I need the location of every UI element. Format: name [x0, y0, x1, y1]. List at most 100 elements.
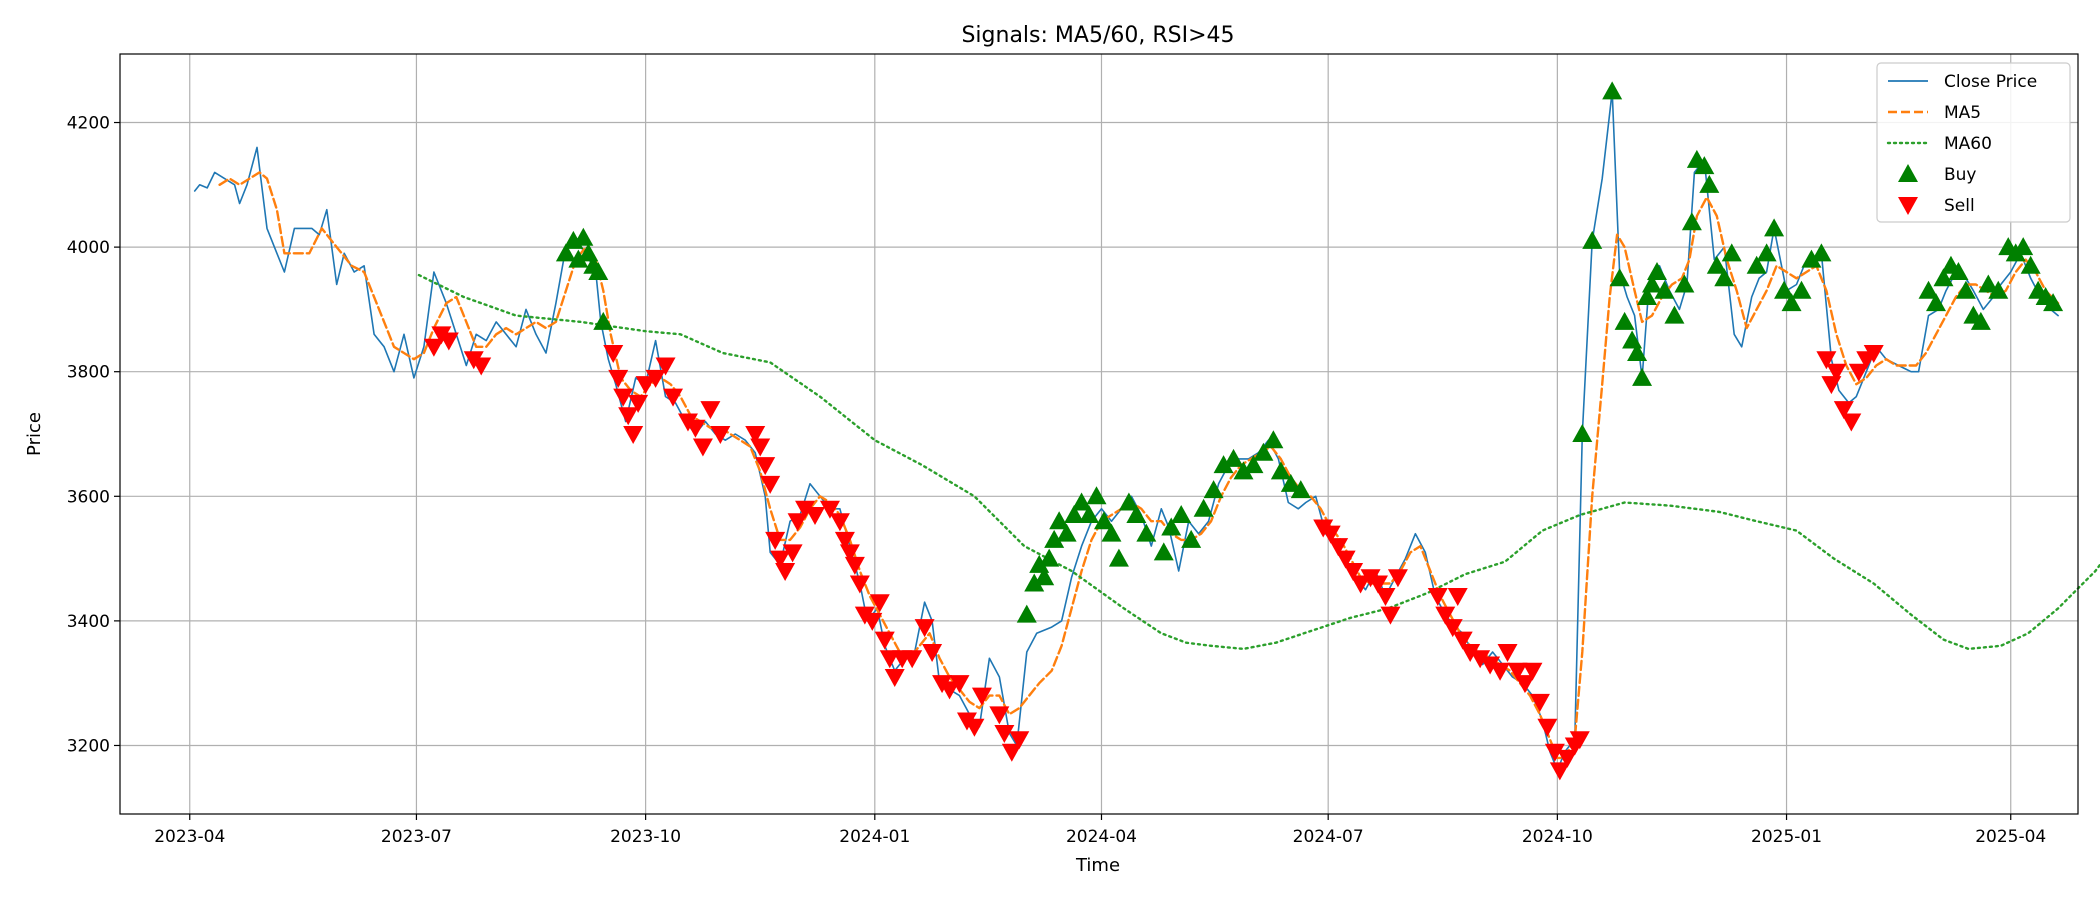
y-tick-label: 4200: [67, 114, 110, 134]
sell-marker: [1328, 538, 1349, 557]
sell-marker: [922, 644, 943, 663]
chart-title: Signals: MA5/60, RSI>45: [961, 23, 1234, 48]
buy-marker: [1706, 255, 1727, 274]
sell-marker: [1009, 731, 1030, 750]
sell-marker: [1452, 631, 1473, 650]
sell-marker: [710, 426, 731, 444]
buy-marker: [1764, 218, 1785, 237]
buy-marker: [1233, 461, 1254, 480]
x-tick-label: 2023-04: [154, 827, 225, 847]
sell-marker: [645, 369, 666, 388]
legend-box: [1876, 62, 2071, 223]
sell-marker: [1826, 363, 1847, 382]
sell-marker: [1387, 569, 1408, 588]
buy-marker: [1203, 480, 1224, 499]
sell-marker: [834, 531, 855, 550]
sell-marker: [1335, 550, 1356, 569]
sell-marker: [635, 376, 656, 395]
buy-marker: [1637, 286, 1658, 305]
buy-marker: [1721, 243, 1742, 262]
buy-marker: [2043, 293, 2064, 312]
sell-marker: [1470, 650, 1491, 669]
buy-marker: [1978, 274, 1999, 293]
buy-marker: [2020, 255, 2041, 274]
legend-label: Buy: [1944, 165, 1977, 185]
buy-marker: [1290, 480, 1311, 499]
sell-marker: [1537, 718, 1558, 737]
sell-marker: [829, 513, 850, 532]
legend-item-ma60: MA60: [1886, 134, 1992, 154]
sell-marker: [423, 338, 444, 357]
buy-marker: [1918, 280, 1939, 299]
buy-marker: [1694, 156, 1715, 175]
buy-marker: [573, 227, 594, 246]
sell-marker: [1514, 675, 1535, 694]
sell-marker: [1350, 575, 1371, 594]
buy-marker: [1263, 430, 1284, 449]
signals-layer: [423, 81, 2064, 781]
sell-marker: [1320, 525, 1341, 544]
buy-marker: [1926, 293, 1947, 312]
sell-marker: [608, 369, 629, 388]
sell-marker: [770, 550, 791, 569]
legend-label: MA60: [1944, 134, 1992, 154]
sell-marker: [1380, 606, 1401, 625]
sell-marker: [902, 650, 923, 669]
sell-marker: [1569, 731, 1590, 750]
buy-marker: [1602, 81, 1623, 100]
sell-marker: [765, 531, 786, 550]
sell-marker: [663, 388, 684, 407]
buy-marker: [1253, 442, 1274, 461]
sell-marker: [989, 706, 1010, 725]
series-line-ma60: [417, 273, 2100, 651]
legend-item-ma5: MA5: [1888, 103, 1981, 123]
sell-marker: [1816, 351, 1837, 370]
sell-marker: [874, 631, 895, 650]
sell-marker: [1507, 662, 1528, 681]
buy-marker: [1654, 280, 1675, 299]
buy-marker: [2013, 237, 2034, 256]
y-tick-label: 4000: [67, 238, 110, 258]
sell-marker: [1447, 587, 1468, 606]
legend-item-close-price: Close Price: [1888, 72, 2037, 92]
buy-marker: [1126, 504, 1147, 523]
sell-marker: [1480, 656, 1501, 675]
buy-marker: [1118, 492, 1139, 511]
buy-marker: [1039, 548, 1060, 567]
sell-marker: [1549, 762, 1570, 781]
buy-marker: [1108, 548, 1129, 567]
buy-marker: [1064, 504, 1085, 523]
buy-marker: [1614, 311, 1635, 330]
x-tick-label: 2025-04: [1975, 827, 2046, 847]
buy-marker: [1746, 255, 1767, 274]
sell-marker: [623, 426, 644, 444]
sell-marker: [628, 394, 649, 413]
sell-marker: [438, 332, 459, 351]
sell-marker: [795, 500, 816, 519]
buy-marker: [1681, 212, 1702, 231]
sell-marker: [964, 718, 985, 737]
buy-marker: [1193, 498, 1214, 517]
x-tick-label: 2024-10: [1522, 827, 1593, 847]
sell-marker: [700, 401, 721, 420]
buy-marker: [1223, 448, 1244, 467]
sell-marker: [618, 407, 639, 426]
y-axis-label: Price: [24, 412, 45, 456]
sell-marker: [839, 544, 860, 563]
sell-marker: [685, 419, 706, 438]
buy-marker: [1609, 268, 1630, 287]
sell-marker: [1001, 743, 1022, 762]
buy-marker: [555, 243, 576, 262]
sell-marker: [1497, 644, 1518, 663]
sell-marker: [939, 681, 960, 700]
sell-marker: [1375, 587, 1396, 606]
sell-marker: [603, 345, 624, 364]
buy-marker: [1161, 517, 1182, 536]
sell-marker: [1848, 363, 1869, 382]
x-tick-label: 2023-07: [381, 827, 452, 847]
legend-item-buy: Buy: [1898, 164, 1977, 185]
sell-marker: [862, 612, 883, 631]
buy-marker: [588, 262, 609, 281]
buy-marker: [1086, 486, 1107, 505]
buy-marker: [1933, 268, 1954, 287]
